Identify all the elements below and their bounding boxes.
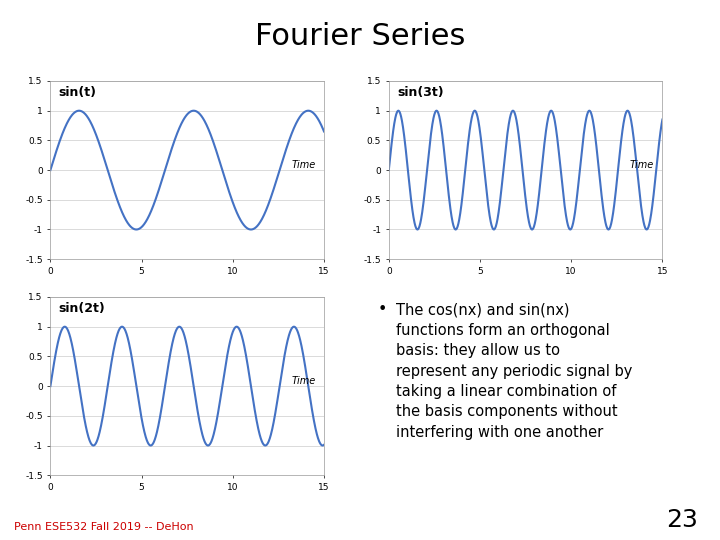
Text: 23: 23 bbox=[667, 508, 698, 532]
Text: sin(2t): sin(2t) bbox=[58, 302, 105, 315]
Text: Time: Time bbox=[630, 160, 654, 170]
Text: The cos(nx) and sin(nx)
functions form an orthogonal
basis: they allow us to
rep: The cos(nx) and sin(nx) functions form a… bbox=[396, 302, 632, 440]
Text: Penn ESE532 Fall 2019 -- DeHon: Penn ESE532 Fall 2019 -- DeHon bbox=[14, 522, 194, 532]
Text: •: • bbox=[378, 302, 387, 318]
Text: Fourier Series: Fourier Series bbox=[255, 22, 465, 51]
Text: Time: Time bbox=[292, 160, 316, 170]
Text: Time: Time bbox=[292, 376, 316, 386]
Text: sin(t): sin(t) bbox=[58, 86, 96, 99]
Text: sin(3t): sin(3t) bbox=[397, 86, 444, 99]
